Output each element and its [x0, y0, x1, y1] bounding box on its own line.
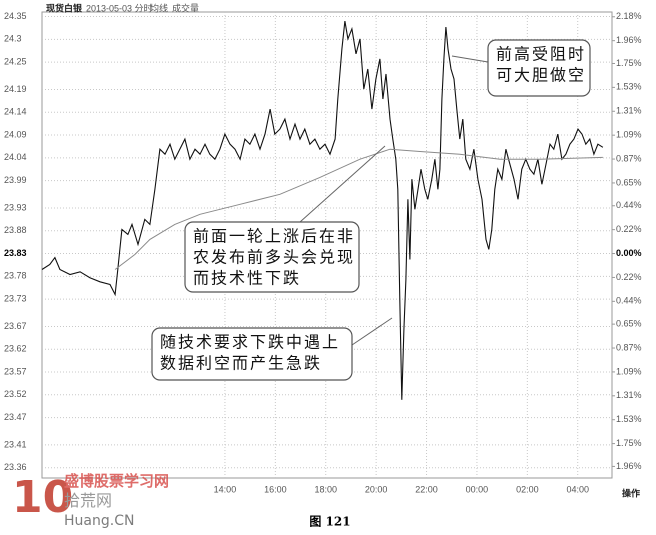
y2-tick-label: 0.22%	[616, 272, 642, 282]
annotation-text: 可大胆做空	[496, 66, 586, 85]
annotation-box	[184, 221, 360, 293]
y2-tick-label: 0.44%	[616, 296, 642, 306]
y-tick-label: 23.52	[4, 389, 27, 399]
annotation-text: 前高受阻时	[496, 45, 586, 64]
y-tick-label: 24.04	[4, 152, 27, 162]
y2-tick-label: 0.87%	[616, 153, 642, 163]
y-tick-label: 24.19	[4, 84, 27, 94]
corner-label: 操作	[622, 487, 640, 498]
y2-tick-label: 0.65%	[616, 177, 642, 187]
y-tick-label: 23.83	[4, 248, 27, 258]
y-tick-label: 23.41	[4, 439, 27, 449]
average-line	[114, 148, 603, 270]
x-tick-label: 02:00	[516, 484, 539, 494]
annotation-text: 前面一轮上涨后在非	[193, 227, 355, 246]
watermark-site: 盛博股票学习网	[64, 472, 169, 490]
x-tick-label: 14:00	[214, 484, 237, 494]
annotation-pointer	[351, 317, 393, 346]
x-tick-label: 20:00	[365, 484, 388, 494]
y2-tick-label: 1.09%	[616, 130, 642, 140]
x-tick-label: 16:00	[264, 484, 287, 494]
y2-tick-label: 0.44%	[616, 200, 642, 210]
annotation-text: 随技术要求下跌中遇上	[160, 333, 340, 352]
header-item: 均线	[150, 2, 168, 13]
x-tick-label: 00:00	[466, 484, 489, 494]
y2-tick-label: 0.87%	[616, 342, 642, 352]
y2-tick-label: 1.09%	[616, 366, 642, 376]
y2-tick-label: 2.18%	[616, 11, 642, 21]
annotation-text: 而技术性下跌	[193, 269, 301, 288]
y-tick-label: 23.73	[4, 293, 27, 303]
annotation-pointer	[451, 55, 489, 63]
y-tick-label: 23.67	[4, 321, 27, 331]
watermark-domain: Huang.CN	[64, 513, 134, 529]
y2-tick-label: 1.31%	[616, 106, 642, 116]
y2-tick-label: 1.96%	[616, 461, 642, 471]
y2-tick-label: 0.00%	[616, 248, 642, 258]
y-tick-label: 23.36	[4, 462, 27, 472]
y-tick-label: 23.57	[4, 366, 27, 376]
y-tick-label: 24.25	[4, 57, 27, 67]
y-tick-label: 23.78	[4, 271, 27, 281]
watermark-name: 拾荒网	[64, 491, 112, 510]
y-tick-label: 23.62	[4, 344, 27, 354]
annotation-text: 数据利空而产生急跌	[160, 354, 322, 373]
x-tick-label: 18:00	[314, 484, 337, 494]
annotation-text: 农发布前多头会兑现	[193, 248, 355, 267]
annotation-box	[487, 39, 591, 97]
y2-tick-label: 0.22%	[616, 224, 642, 234]
y2-tick-label: 1.96%	[616, 35, 642, 45]
watermark: 10 盛博股票学习网 拾荒网 Huang.CN	[12, 472, 169, 529]
price-line	[41, 21, 604, 400]
y-tick-label: 23.47	[4, 412, 27, 422]
annotation-box	[151, 327, 353, 381]
y2-tick-label: 1.53%	[616, 414, 642, 424]
y2-tick-label: 1.31%	[616, 390, 642, 400]
x-tick-label: 04:00	[566, 484, 589, 494]
y-tick-label: 23.99	[4, 175, 27, 185]
x-tick-label: 22:00	[415, 484, 438, 494]
y-tick-label: 24.14	[4, 107, 27, 117]
y-tick-label: 24.35	[4, 11, 27, 21]
annotation-pointer	[299, 145, 386, 223]
date: 2013-05-03 分时	[86, 2, 153, 13]
y-tick-label: 24.3	[4, 34, 22, 44]
symbol: 现货白银	[46, 2, 83, 13]
y-tick-label: 23.88	[4, 225, 27, 235]
watermark-logo: 10	[12, 472, 73, 523]
header-item: 成交量	[172, 2, 199, 13]
caption: 图 121	[309, 515, 350, 529]
y-tick-label: 24.09	[4, 129, 27, 139]
y2-tick-label: 0.65%	[616, 319, 642, 329]
y2-tick-label: 1.53%	[616, 82, 642, 92]
y-tick-label: 23.93	[4, 202, 27, 212]
y2-tick-label: 1.75%	[616, 58, 642, 68]
y2-tick-label: 1.75%	[616, 438, 642, 448]
